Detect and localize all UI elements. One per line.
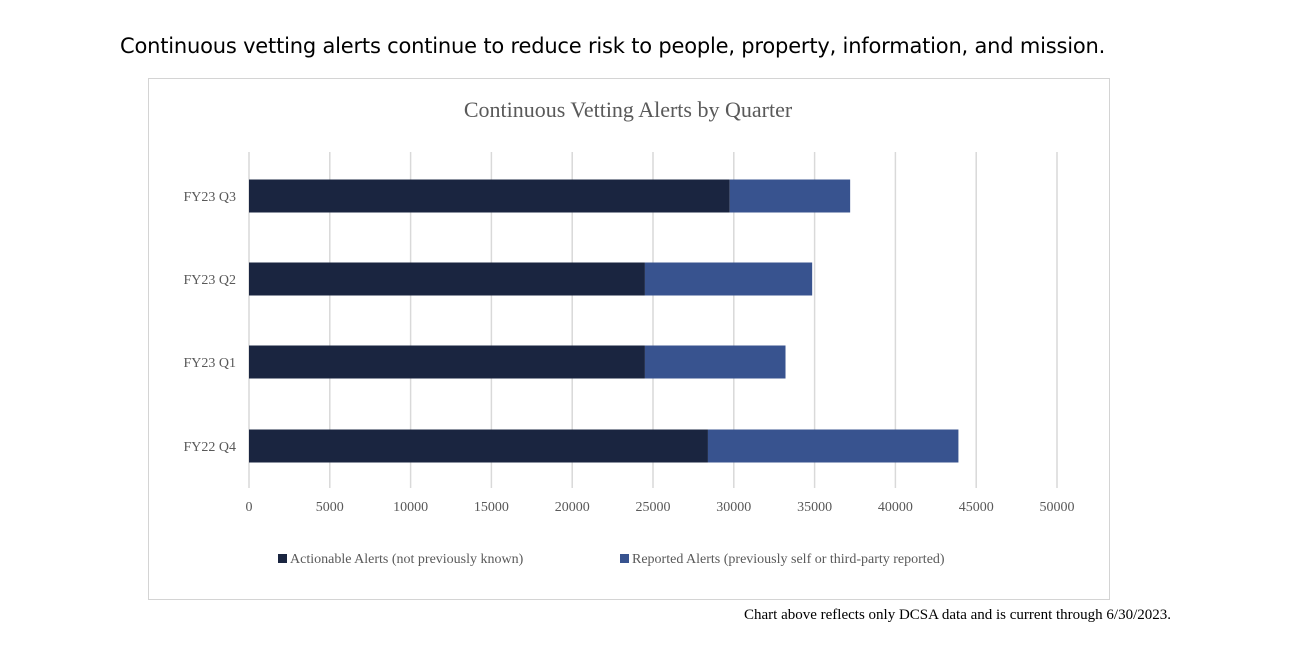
bar-actionable bbox=[249, 345, 645, 379]
chart-title: Continuous Vetting Alerts by Quarter bbox=[464, 97, 793, 122]
y-category-label: FY23 Q2 bbox=[183, 273, 236, 288]
x-tick-label: 25000 bbox=[636, 500, 671, 515]
bar-reported bbox=[644, 345, 786, 379]
x-tick-label: 40000 bbox=[878, 500, 913, 515]
chart-frame bbox=[148, 78, 1110, 600]
bar-actionable bbox=[249, 179, 730, 213]
bar-actionable bbox=[249, 429, 708, 463]
y-category-label: FY22 Q4 bbox=[183, 440, 236, 455]
bar-reported bbox=[644, 262, 813, 296]
bar-reported bbox=[729, 179, 851, 213]
y-category-label: FY23 Q1 bbox=[183, 356, 236, 371]
x-tick-label: 0 bbox=[246, 500, 253, 515]
legend-swatch-0 bbox=[278, 554, 287, 563]
legend-label: Reported Alerts (previously self or thir… bbox=[632, 552, 945, 567]
x-tick-label: 45000 bbox=[959, 500, 994, 515]
headline: Continuous vetting alerts continue to re… bbox=[120, 34, 1106, 58]
y-category-label: FY23 Q3 bbox=[183, 190, 236, 205]
x-tick-label: 35000 bbox=[797, 500, 832, 515]
x-tick-label: 50000 bbox=[1040, 500, 1075, 515]
x-tick-label: 20000 bbox=[555, 500, 590, 515]
x-tick-label: 5000 bbox=[316, 500, 344, 515]
x-tick-label: 30000 bbox=[716, 500, 751, 515]
bar-reported bbox=[707, 429, 959, 463]
legend-swatch-1 bbox=[620, 554, 629, 563]
legend-label: Actionable Alerts (not previously known) bbox=[290, 552, 524, 567]
footnote: Chart above reflects only DCSA data and … bbox=[744, 607, 1171, 623]
x-tick-label: 15000 bbox=[474, 500, 509, 515]
x-tick-label: 10000 bbox=[393, 500, 428, 515]
bar-actionable bbox=[249, 262, 645, 296]
